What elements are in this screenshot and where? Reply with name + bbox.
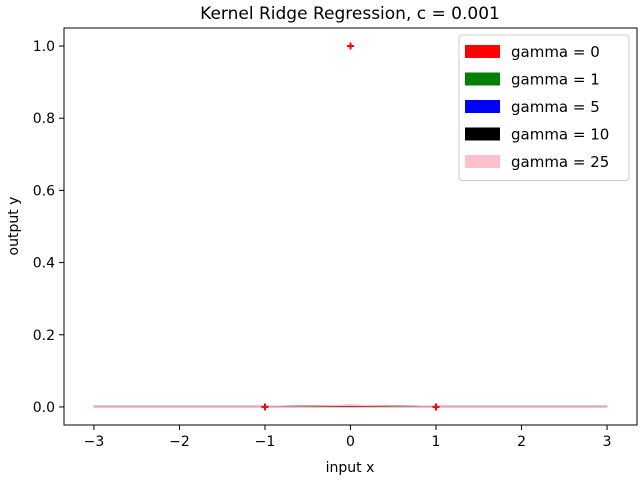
chart-title: Kernel Ridge Regression, c = 0.001 [200,4,500,24]
legend-item: gamma = 1 [465,71,600,89]
y-tick-label: 0.8 [33,111,55,127]
legend-item: gamma = 5 [465,98,600,116]
y-tick-label: 1.0 [33,39,55,55]
y-tick-label: 0.4 [33,256,55,272]
training-points [261,42,440,411]
x-tick-label: −2 [169,434,190,450]
y-tick-label: 0.0 [33,400,55,416]
legend-swatch [465,72,500,86]
training-point [261,403,269,411]
legend-swatch [465,155,500,168]
x-tick-label: 3 [603,434,612,450]
training-point [347,42,354,50]
legend-label: gamma = 25 [511,153,609,171]
training-point [432,403,440,411]
legend-swatch [465,127,500,141]
x-tick-label: −3 [84,434,105,450]
legend: gamma = 0 gamma = 1 gamma = 5 gamma = 10 gam… [458,34,630,181]
x-tick-label: 2 [517,434,526,450]
x-tick-label: 1 [432,434,441,450]
x-tick-label: −1 [255,434,276,450]
axis-ticks: −3 −2 −1 0 1 2 3 0.0 0.2 0.4 0.6 0.8 1.0 [33,39,612,450]
y-tick-label: 0.6 [33,183,55,199]
y-tick-label: 0.2 [33,328,55,344]
legend-label: gamma = 10 [511,126,609,144]
series-layer [93,404,608,408]
x-axis-label: input x [326,460,375,476]
legend-frame [458,34,630,181]
legend-label: gamma = 5 [511,98,600,116]
series-line-4 [93,404,608,407]
legend-swatch [465,100,500,113]
y-axis-label: output y [6,197,22,256]
x-tick-label: 0 [346,434,355,450]
legend-item: gamma = 25 [465,153,609,171]
legend-swatch [465,45,500,58]
legend-label: gamma = 0 [511,43,600,61]
legend-item: gamma = 0 [465,43,600,61]
legend-label: gamma = 1 [511,71,600,89]
legend-item: gamma = 10 [465,126,609,144]
